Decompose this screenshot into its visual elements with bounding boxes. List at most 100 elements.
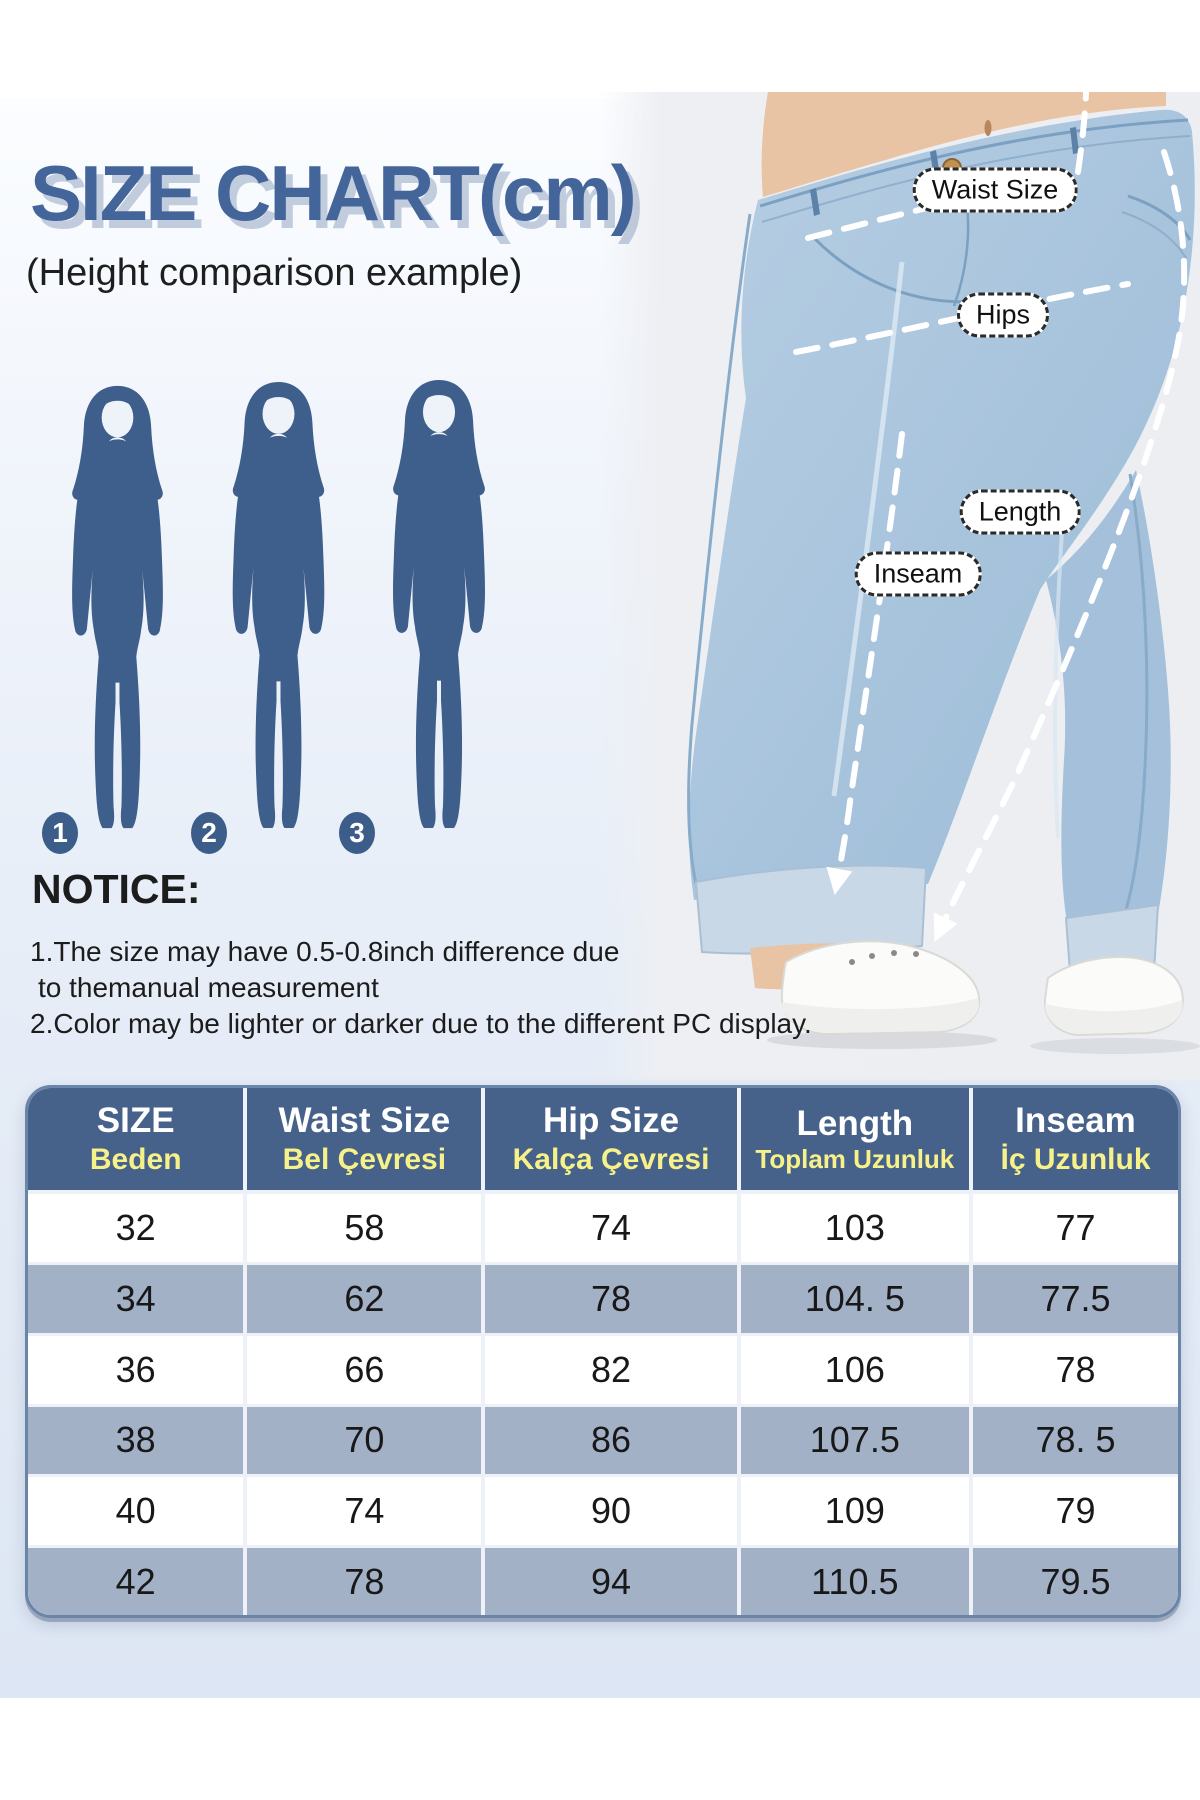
page-subtitle: (Height comparison example) [26,252,523,294]
leg-crease [831,261,905,797]
table-cell: 109 [738,1474,973,1547]
navel [984,120,992,136]
figure-2 [232,381,325,829]
size-table-body: 32 58 74 103 77 34 62 78 104. 5 77.5 36 66 82 106 78 38… [28,1192,1178,1615]
table-cell: 38 [28,1403,248,1476]
table-cell: 106 [738,1332,973,1405]
table-cell: 94 [483,1545,741,1615]
table-cell: 58 [245,1192,486,1264]
jeans-photo-panel: Waist Size Hips Length Inseam [600,0,1200,1080]
waist-size-label: Waist Size [912,167,1078,213]
size-table: SIZE Beden Waist Size Bel Çevresi Hip Size Ka… [28,1088,1178,1615]
table-cell: 104. 5 [738,1262,973,1335]
header-en: Length [796,1103,914,1143]
table-cell: 74 [483,1192,741,1264]
table-cell: 40 [28,1474,248,1547]
table-cell: 74 [245,1474,486,1547]
header-tr: Bel Çevresi [282,1142,447,1176]
belt-loop [1070,127,1079,154]
table-cell: 79.5 [970,1545,1178,1615]
table-cell: 79 [970,1474,1178,1547]
table-cell: 36 [28,1332,248,1405]
column-header-0: SIZE Beden [28,1088,248,1194]
waist-line [805,197,963,241]
notice-heading: NOTICE: [32,866,201,912]
column-header-1: Waist Size Bel Çevresi [245,1088,486,1194]
outer-seam [687,213,752,885]
table-cell: 77 [970,1192,1178,1264]
notice-text: 1.The size may have 0.5-0.8inch differen… [30,934,812,1042]
lace-eyelet [869,953,875,959]
inseam-label: Inseam [854,551,982,597]
header-tr: Beden [89,1142,182,1176]
jeans-front-leg [689,109,1195,900]
hip-stitching [1127,194,1192,241]
model-torso [761,92,1166,197]
back-sole [1045,1000,1183,1034]
jeans-illustration [600,40,1200,1080]
hips-label: Hips [956,292,1050,338]
table-cell: 86 [483,1403,741,1476]
measurement-lines [793,40,1188,942]
table-cell: 107.5 [738,1403,973,1476]
table-cell: 90 [483,1474,741,1547]
header-tr: Toplam Uzunluk [755,1144,955,1175]
lace-eyelet [913,951,919,957]
column-header-3: Length Toplam Uzunluk [738,1088,973,1194]
table-cell: 78 [245,1545,486,1615]
header-en: Inseam [1015,1101,1136,1141]
header-tr: İç Uzunluk [1000,1142,1151,1176]
figure-1-badge: 1 [42,812,78,854]
header-en: SIZE [96,1101,175,1141]
length-label: Length [959,489,1081,535]
header-en: Hip Size [542,1101,680,1141]
table-cell: 34 [28,1262,248,1335]
page-title: SIZE CHART(cm) [30,149,637,237]
column-header-4: Inseam İç Uzunluk [970,1088,1178,1194]
header-tr: Kalça Çevresi [512,1142,710,1176]
table-cell: 78 [970,1332,1178,1405]
shoe-shadow [1030,1038,1200,1054]
table-cell: 78. 5 [970,1403,1178,1476]
front-sole [782,998,979,1033]
figure-3-badge: 3 [339,812,375,854]
notice-line-3: 2.Color may be lighter or darker due to … [30,1008,812,1039]
table-cell: 32 [28,1192,248,1264]
lace-eyelet [891,950,897,956]
figure-3 [393,380,485,828]
notice-line-2: to themanual measurement [38,972,379,1003]
header-en: Waist Size [278,1101,451,1141]
table-cell: 42 [28,1545,248,1615]
height-comparison-figures [72,380,485,829]
waist-arrow [1073,40,1101,175]
back-seam [1122,473,1149,917]
table-row-1: 34 62 78 104. 5 77.5 [28,1262,1178,1335]
table-row-5: 42 78 94 110.5 79.5 [28,1545,1178,1615]
figure-1 [72,385,163,829]
jeans-back-leg [1046,470,1171,928]
hip-stitching2 [1121,211,1187,259]
notice-line-1: 1.The size may have 0.5-0.8inch differen… [30,936,620,967]
inseam-line [826,431,905,895]
table-cell: 78 [483,1262,741,1335]
table-cell: 62 [245,1262,486,1335]
size-table-container: SIZE Beden Waist Size Bel Çevresi Hip Size Ka… [25,1085,1181,1618]
shoe-shadow [767,1031,997,1049]
size-table-header-row: SIZE Beden Waist Size Bel Çevresi Hip Size Ka… [28,1088,1178,1194]
length-line [933,149,1188,942]
table-cell: 110.5 [738,1545,973,1615]
waistband-seam [759,118,1189,208]
table-row-0: 32 58 74 103 77 [28,1192,1178,1264]
table-cell: 82 [483,1332,741,1405]
table-cell: 103 [738,1192,973,1264]
column-header-2: Hip Size Kalça Çevresi [483,1088,741,1194]
table-cell: 77.5 [970,1262,1178,1335]
table-cell: 66 [245,1332,486,1405]
lace-eyelet [849,959,855,965]
table-row-2: 36 66 82 106 78 [28,1332,1178,1405]
table-row-4: 40 74 90 109 79 [28,1474,1178,1547]
table-row-3: 38 70 86 107.5 78. 5 [28,1403,1178,1476]
table-cell: 70 [245,1403,486,1476]
belt-loop [810,188,820,216]
